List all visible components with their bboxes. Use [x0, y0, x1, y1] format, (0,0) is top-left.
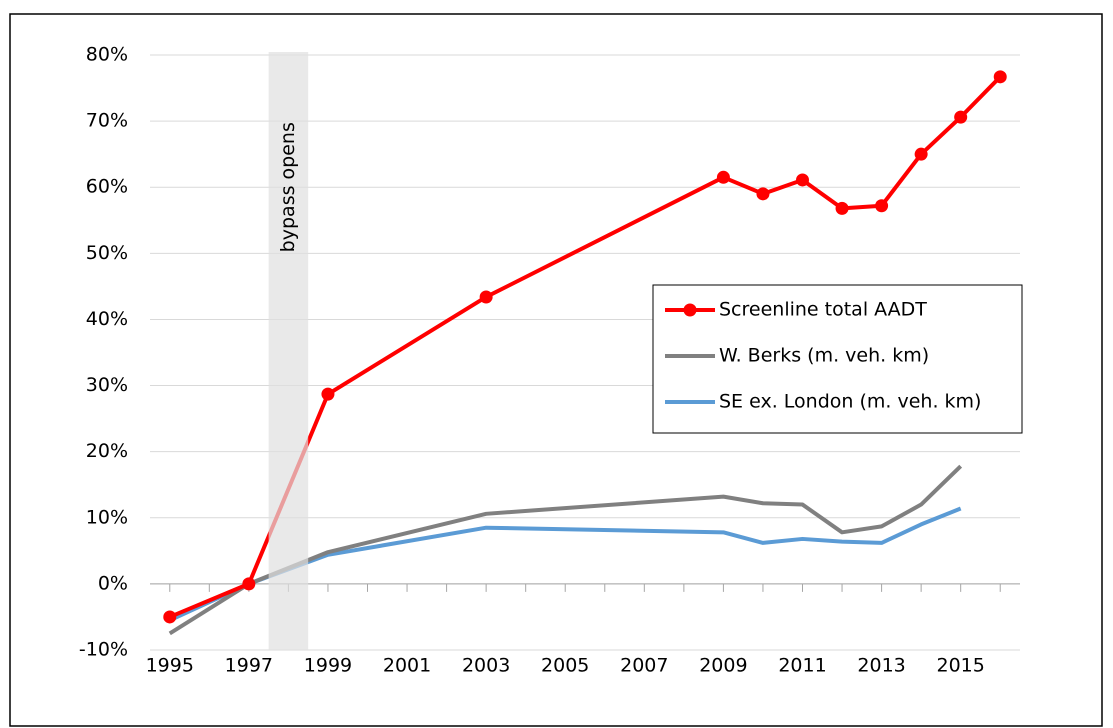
y-tick-label: 50%	[86, 242, 128, 264]
data-point	[756, 187, 770, 201]
x-tick-label: 1997	[225, 655, 273, 677]
data-point	[716, 170, 730, 184]
y-tick-label: 60%	[86, 176, 128, 198]
x-tick-label: 2007	[620, 655, 668, 677]
data-point	[321, 387, 335, 401]
x-tick-label: 2011	[778, 655, 826, 677]
data-point	[479, 290, 493, 304]
x-tick-label: 2005	[541, 655, 589, 677]
x-tick-label: 2001	[383, 655, 431, 677]
x-tick-label: 2015	[937, 655, 985, 677]
x-tick-label: 1995	[146, 655, 194, 677]
chart-frame	[9, 13, 1103, 727]
data-point	[242, 577, 256, 591]
y-tick-label: 10%	[86, 506, 128, 528]
data-point	[835, 201, 849, 215]
data-point	[914, 147, 928, 161]
data-point	[796, 173, 809, 187]
y-tick-label: 30%	[86, 374, 128, 396]
legend-label: SE ex. London (m. veh. km)	[719, 391, 981, 413]
x-tick-label: 2013	[857, 655, 905, 677]
y-tick-label: -10%	[79, 639, 128, 661]
y-tick-label: 20%	[86, 440, 128, 462]
y-tick-label: 80%	[86, 44, 128, 66]
x-tick-label: 2009	[699, 655, 747, 677]
data-point	[954, 110, 968, 124]
legend-marker	[683, 303, 697, 317]
data-point	[875, 199, 889, 213]
annotation-band	[268, 52, 309, 650]
y-tick-label: 40%	[86, 308, 128, 330]
x-tick-label: 2003	[462, 655, 510, 677]
legend-label: W. Berks (m. veh. km)	[719, 345, 929, 367]
legend-label: Screenline total AADT	[719, 299, 927, 321]
data-point	[993, 70, 1007, 84]
series-line	[169, 75, 1002, 619]
y-tick-label: 70%	[86, 110, 128, 132]
x-tick-label: 1999	[304, 655, 352, 677]
annotation-label: bypass opens	[277, 122, 299, 252]
data-point	[163, 610, 177, 624]
y-tick-label: 0%	[98, 572, 128, 594]
